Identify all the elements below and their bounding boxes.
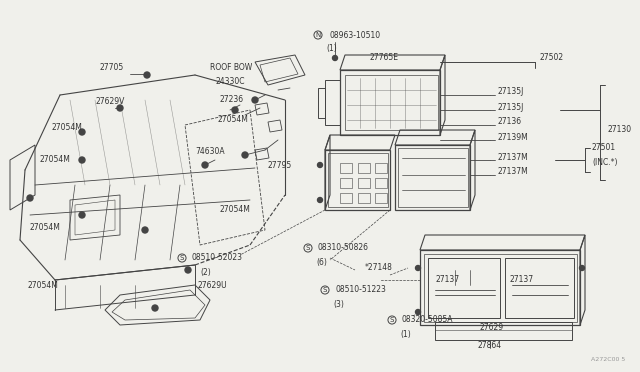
Text: S: S [390, 317, 394, 323]
Text: 27629: 27629 [480, 324, 504, 333]
Text: 27236: 27236 [220, 96, 244, 105]
Text: 27054M: 27054M [218, 115, 249, 125]
Circle shape [185, 267, 191, 273]
Text: 27135J: 27135J [498, 103, 524, 112]
Text: (2): (2) [200, 267, 211, 276]
Text: 08510-51223: 08510-51223 [335, 285, 386, 295]
Text: 27137M: 27137M [498, 153, 529, 161]
Text: 27629V: 27629V [95, 97, 124, 106]
Text: 27054M: 27054M [220, 205, 251, 215]
Circle shape [79, 212, 85, 218]
Text: 27137M: 27137M [498, 167, 529, 176]
Text: A272C00 5: A272C00 5 [591, 357, 625, 362]
Text: 27054M: 27054M [52, 124, 83, 132]
Text: 74630A: 74630A [195, 148, 225, 157]
Text: 27765E: 27765E [370, 54, 399, 62]
Text: 08510-52023: 08510-52023 [192, 253, 243, 263]
Text: 27705: 27705 [100, 64, 124, 73]
Text: 27502: 27502 [540, 54, 564, 62]
Text: 27137: 27137 [435, 276, 459, 285]
Text: 08963-10510: 08963-10510 [330, 31, 381, 39]
Text: 27054M: 27054M [28, 280, 59, 289]
Circle shape [79, 157, 85, 163]
Text: S: S [323, 287, 327, 293]
Text: (1): (1) [400, 330, 411, 339]
Text: 27136: 27136 [498, 118, 522, 126]
Text: S: S [180, 255, 184, 261]
Text: (INC.*): (INC.*) [592, 157, 618, 167]
Circle shape [117, 105, 123, 111]
Circle shape [152, 305, 158, 311]
Text: S: S [306, 245, 310, 251]
Circle shape [79, 129, 85, 135]
Text: 08310-50826: 08310-50826 [318, 244, 369, 253]
Circle shape [242, 152, 248, 158]
Text: (6): (6) [316, 257, 327, 266]
Text: 27864: 27864 [478, 340, 502, 350]
Text: 27054M: 27054M [40, 155, 71, 164]
Text: (3): (3) [333, 299, 344, 308]
Circle shape [232, 107, 238, 113]
Circle shape [252, 97, 258, 103]
Circle shape [142, 227, 148, 233]
Circle shape [333, 55, 337, 61]
Circle shape [415, 310, 420, 314]
Text: 27795: 27795 [268, 160, 292, 170]
Text: (1): (1) [326, 44, 337, 52]
Circle shape [317, 198, 323, 202]
Text: 27135J: 27135J [498, 87, 524, 96]
Circle shape [317, 163, 323, 167]
Text: N: N [316, 32, 321, 38]
Text: 27137: 27137 [510, 276, 534, 285]
Text: 27130: 27130 [607, 125, 631, 135]
Text: 24330C: 24330C [215, 77, 244, 87]
Circle shape [415, 266, 420, 270]
Circle shape [202, 162, 208, 168]
Text: 27139M: 27139M [498, 132, 529, 141]
Circle shape [27, 195, 33, 201]
Circle shape [144, 72, 150, 78]
Text: 27054M: 27054M [30, 224, 61, 232]
Text: 27501: 27501 [592, 144, 616, 153]
Text: *27148: *27148 [365, 263, 393, 273]
Text: ROOF BOW: ROOF BOW [210, 64, 252, 73]
Circle shape [579, 266, 584, 270]
Text: 08320-5085A: 08320-5085A [402, 315, 454, 324]
Text: 27629U: 27629U [198, 280, 228, 289]
